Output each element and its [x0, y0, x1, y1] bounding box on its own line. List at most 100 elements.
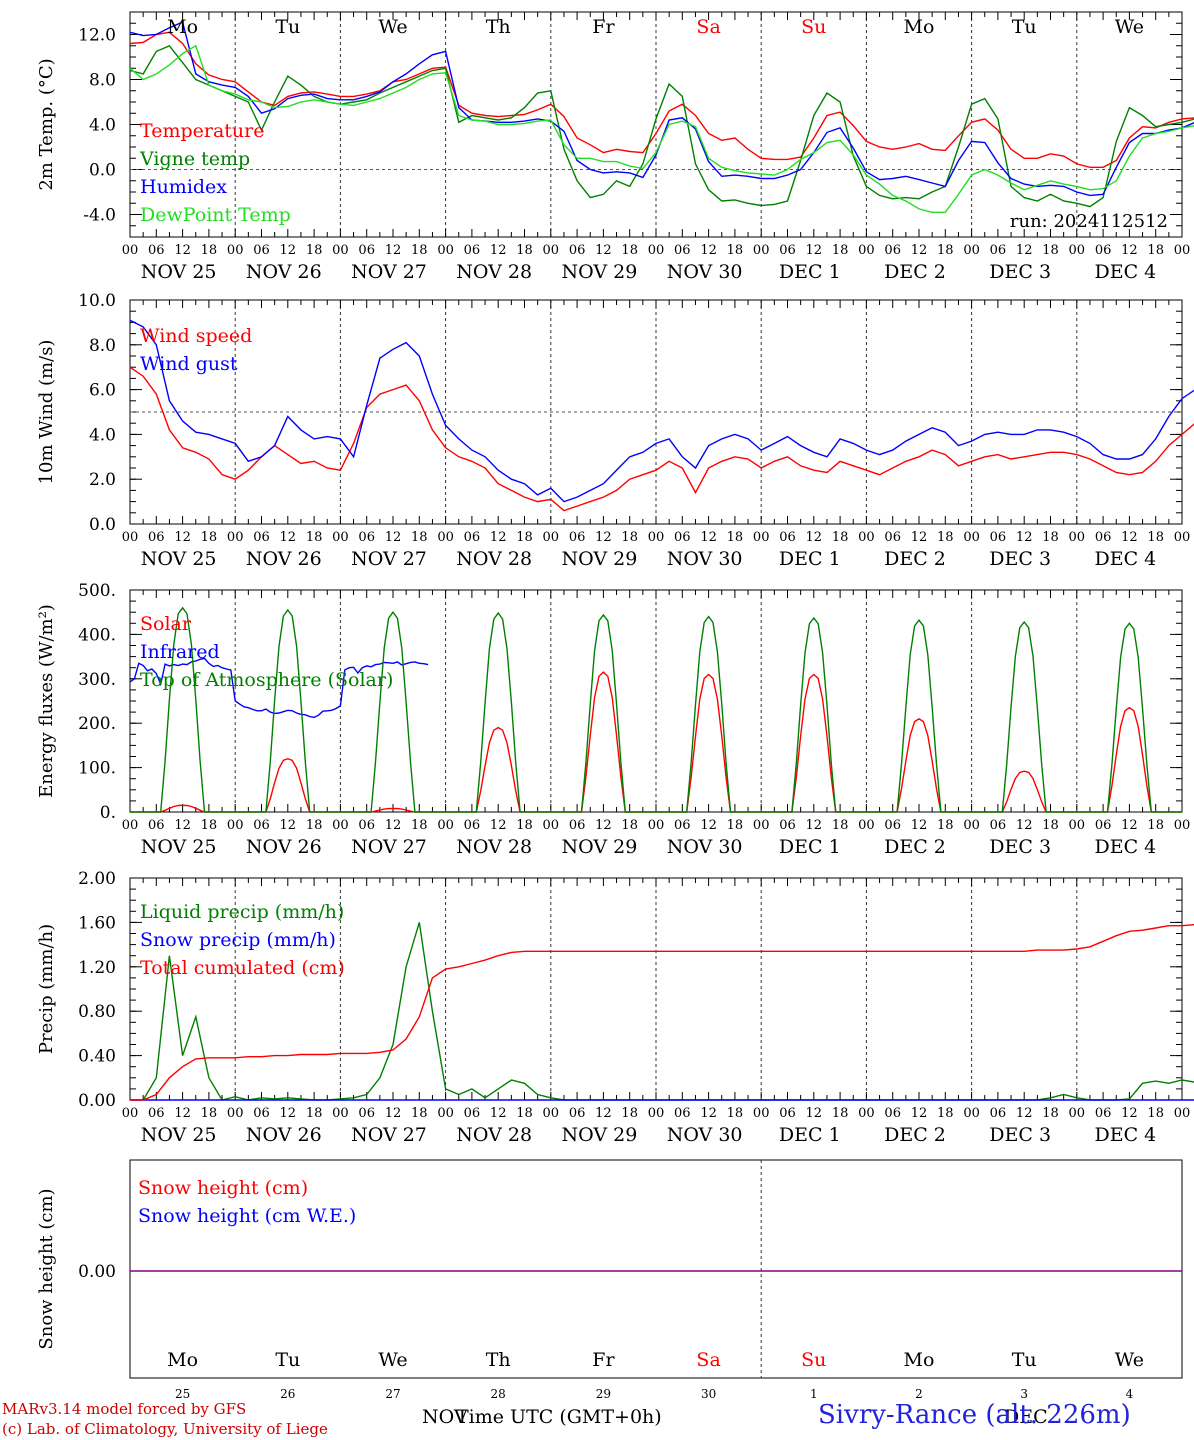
legend-lightgreen: DewPoint Temp: [140, 204, 291, 226]
hour-tick-label: 00: [858, 243, 875, 258]
hour-tick-label: 18: [201, 818, 218, 833]
hour-tick-label: 06: [464, 530, 481, 545]
hour-tick-label: 06: [884, 1106, 901, 1121]
y-tick-label: 0.00: [78, 1262, 116, 1282]
hour-tick-label: 00: [1069, 818, 1086, 833]
hour-tick-label: 00: [543, 530, 560, 545]
hour-tick-label: 18: [411, 243, 428, 258]
hour-tick-label: 18: [621, 1106, 638, 1121]
hour-tick-label: 18: [1147, 243, 1164, 258]
hour-tick-label: 12: [280, 818, 297, 833]
y-tick-label: 4.0: [89, 425, 116, 445]
date-label: DEC 1: [779, 1124, 841, 1146]
hour-tick-label: 12: [174, 1106, 191, 1121]
hour-tick-label: 06: [148, 243, 165, 258]
series-line-blue: [129, 657, 429, 719]
date-label: NOV 29: [561, 836, 637, 858]
date-label: NOV 30: [667, 261, 743, 283]
legend-red: Snow height (cm): [138, 1177, 308, 1199]
date-label: DEC 2: [884, 548, 946, 570]
hour-tick-label: 18: [306, 530, 323, 545]
hour-tick-label: 12: [700, 1106, 717, 1121]
date-label: NOV 28: [456, 836, 532, 858]
hour-tick-label: 00: [332, 818, 349, 833]
hour-tick-label: 06: [148, 818, 165, 833]
y-tick-label: 2.00: [78, 869, 116, 889]
day-of-week-top: Mo: [904, 16, 935, 38]
hour-tick-label: 06: [569, 530, 586, 545]
y-tick-label: 1.20: [78, 958, 116, 978]
hour-tick-label: 00: [1174, 818, 1191, 833]
hour-tick-label: 18: [937, 243, 954, 258]
date-label: DEC 2: [884, 261, 946, 283]
date-label: NOV 29: [561, 1124, 637, 1146]
legend-blue: Wind gust: [140, 353, 238, 375]
hour-tick-label: 12: [490, 243, 507, 258]
day-of-week-bottom: Fr: [592, 1349, 615, 1371]
y-tick-label: 8.0: [89, 71, 116, 91]
hour-tick-label: 06: [569, 1106, 586, 1121]
date-label: NOV 27: [351, 548, 427, 570]
hour-tick-label: 12: [280, 1106, 297, 1121]
y-tick-label: 4.0: [89, 116, 116, 136]
hour-tick-label: 00: [227, 530, 244, 545]
hour-tick-label: 00: [1174, 530, 1191, 545]
hour-tick-label: 06: [358, 243, 375, 258]
hour-tick-label: 06: [990, 243, 1007, 258]
hour-tick-label: 18: [516, 1106, 533, 1121]
date-label: DEC 4: [1095, 548, 1157, 570]
series-line-blue: [129, 21, 1194, 197]
hour-tick-label: 18: [937, 530, 954, 545]
hour-tick-label: 18: [1147, 530, 1164, 545]
hour-tick-label: 18: [306, 243, 323, 258]
hour-tick-label: 18: [727, 243, 744, 258]
hour-tick-label: 06: [674, 530, 691, 545]
day-of-week-top: Sa: [696, 16, 720, 38]
hour-tick-label: 06: [779, 530, 796, 545]
day-number: 28: [491, 1387, 506, 1401]
y-tick-label: 0.0: [89, 161, 116, 181]
date-label: NOV 27: [351, 261, 427, 283]
panel-frame: [129, 1159, 1183, 1379]
day-of-week-top: Th: [486, 16, 511, 38]
hour-tick-label: 00: [648, 243, 665, 258]
date-label: NOV 25: [141, 836, 217, 858]
hour-tick-label: 18: [832, 530, 849, 545]
hour-tick-label: 18: [516, 243, 533, 258]
date-label: NOV 28: [456, 1124, 532, 1146]
legend-green: Top of Atmosphere (Solar): [140, 669, 393, 691]
date-label: NOV 26: [246, 261, 322, 283]
day-of-week-bottom: Sa: [696, 1349, 720, 1371]
day-of-week-top: We: [1115, 16, 1144, 38]
hour-tick-label: 00: [858, 1106, 875, 1121]
day-of-week-bottom: Tu: [1012, 1349, 1037, 1371]
hour-tick-label: 12: [1121, 530, 1138, 545]
hour-tick-label: 00: [963, 1106, 980, 1121]
y-axis-title: 10m Wind (m/s): [36, 340, 57, 485]
hour-tick-label: 06: [253, 818, 270, 833]
legend-green: Liquid precip (mm/h): [140, 901, 344, 923]
hour-tick-label: 12: [174, 530, 191, 545]
hour-tick-label: 18: [201, 243, 218, 258]
series-line-red: [130, 923, 1194, 1101]
hour-tick-label: 06: [779, 243, 796, 258]
hour-tick-label: 00: [437, 1106, 454, 1121]
day-number: 1: [810, 1387, 818, 1401]
series-line-red: [129, 31, 1194, 169]
hour-tick-label: 06: [884, 243, 901, 258]
hour-tick-label: 12: [595, 818, 612, 833]
day-of-week-bottom: Su: [801, 1349, 826, 1371]
y-tick-label: 0.40: [78, 1047, 116, 1067]
day-of-week-bottom: Th: [486, 1349, 511, 1371]
hour-tick-label: 06: [884, 818, 901, 833]
y-tick-label: 100.: [78, 759, 116, 779]
hour-tick-label: 18: [727, 1106, 744, 1121]
hour-tick-label: 18: [832, 818, 849, 833]
hour-tick-label: 12: [1121, 818, 1138, 833]
hour-tick-label: 06: [148, 530, 165, 545]
hour-tick-label: 06: [674, 818, 691, 833]
day-number: 4: [1126, 1387, 1134, 1401]
series-line-red: [129, 366, 1194, 512]
y-axis-title: Snow height (cm): [36, 1188, 57, 1349]
